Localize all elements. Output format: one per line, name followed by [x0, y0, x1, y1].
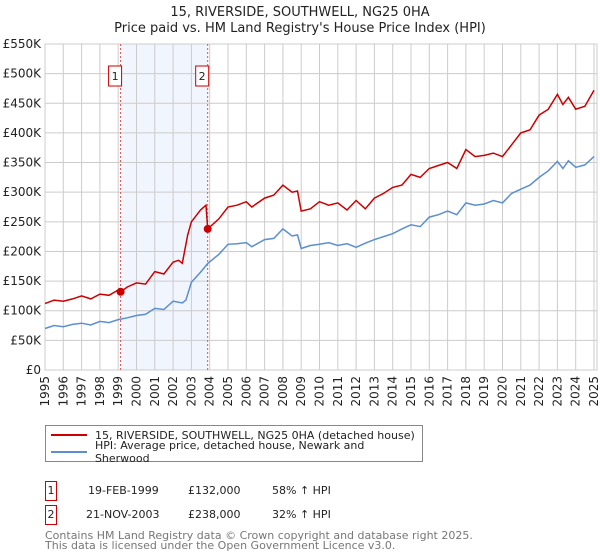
x-tick-label: 2000: [130, 376, 144, 407]
hpi-line: [44, 156, 595, 330]
y-tick-label: £300K: [3, 185, 43, 199]
x-tick-label: 2014: [386, 376, 400, 407]
legend-label: 15, RIVERSIDE, SOUTHWELL, NG25 0HA (deta…: [95, 428, 415, 442]
legend-item-hpi: HPI: Average price, detached house, Newa…: [51, 439, 422, 465]
x-tick-label: 2009: [294, 376, 308, 407]
x-tick-label: 2023: [550, 376, 564, 407]
x-tick-label: 2021: [514, 376, 528, 407]
transaction-hpi: 32% ↑ HPI: [272, 508, 331, 521]
price-paid-line: [44, 89, 595, 305]
sale-marker-box: [195, 65, 210, 87]
x-tick-label: 2002: [166, 376, 180, 407]
x-tick-label: 2016: [422, 376, 436, 407]
sale-point: [203, 224, 212, 233]
x-tick-label: 2005: [221, 376, 235, 407]
x-tick-label: 2022: [532, 376, 546, 407]
x-tick-label: 2017: [441, 376, 455, 407]
footer: Contains HM Land Registry data © Crown c…: [45, 529, 473, 552]
sale-period-shade: [120, 44, 208, 370]
y-tick-label: £500K: [3, 67, 43, 81]
sale-marker-box: [108, 65, 123, 87]
y-tick-label: £100K: [3, 304, 43, 318]
legend-swatch-blue: [51, 451, 87, 453]
x-tick-label: 1995: [38, 376, 52, 407]
x-tick-label: 2004: [203, 376, 217, 407]
legend: 15, RIVERSIDE, SOUTHWELL, NG25 0HA (deta…: [45, 425, 423, 465]
x-tick-label: 1998: [93, 376, 107, 407]
x-tick-label: 2013: [367, 376, 381, 407]
legend-swatch-red: [51, 434, 87, 436]
y-tick-label: £200K: [3, 244, 43, 258]
marker-badge: 1: [45, 481, 57, 501]
y-tick-label: £50K: [10, 333, 42, 347]
sale-marker-label: 2: [199, 70, 206, 83]
x-tick-label: 2012: [349, 376, 363, 407]
x-tick-label: 2001: [148, 376, 162, 407]
transaction-price: £238,000: [188, 508, 241, 521]
y-tick-label: £250K: [3, 215, 43, 229]
footer-line: Contains HM Land Registry data © Crown c…: [45, 529, 473, 542]
transaction-row: 2 21-NOV-2003 £238,000 32% ↑ HPI: [45, 505, 545, 525]
x-tick-label: 2024: [569, 376, 583, 407]
y-tick-label: £150K: [3, 274, 43, 288]
transaction-row: 1 19-FEB-1999 £132,000 58% ↑ HPI: [45, 481, 545, 501]
transaction-price: £132,000: [188, 484, 241, 497]
x-tick-label: 2019: [477, 376, 491, 407]
sale-marker-label: 1: [112, 70, 119, 83]
plot-area: £0 £50K £100K £150K £200K £250K £300K £350K £400…: [3, 37, 600, 407]
x-tick-label: 2006: [239, 376, 253, 407]
transaction-hpi: 58% ↑ HPI: [272, 484, 331, 497]
chart-title: 15, RIVERSIDE, SOUTHWELL, NG25 0HA: [170, 5, 430, 20]
y-tick-label: £550K: [3, 37, 43, 51]
marker-badge: 2: [45, 505, 57, 525]
x-tick-label: 2011: [331, 376, 345, 407]
footer-line: This data is licensed under the Open Gov…: [45, 539, 396, 552]
legend-item-property: 15, RIVERSIDE, SOUTHWELL, NG25 0HA (deta…: [51, 427, 415, 443]
legend-label: HPI: Average price, detached house, Newa…: [94, 439, 365, 465]
sale-point: [116, 287, 125, 296]
x-tick-label: 2008: [276, 376, 290, 407]
y-tick-label: £450K: [3, 96, 43, 110]
y-tick-label: £350K: [3, 156, 43, 170]
x-tick-label: 1996: [56, 376, 70, 407]
x-tick-label: 2007: [258, 376, 272, 407]
x-tick-label: 2020: [496, 376, 510, 407]
x-tick-label: 2003: [184, 376, 198, 407]
x-tick-label: 2010: [313, 376, 327, 407]
transaction-date: 21-NOV-2003: [86, 508, 160, 521]
x-tick-label: 2018: [459, 376, 473, 407]
x-tick-label: 2025: [587, 376, 600, 407]
y-tick-label: £400K: [3, 126, 43, 140]
x-tick-label: 1997: [75, 376, 89, 407]
chart-subtitle: Price paid vs. HM Land Registry's House …: [114, 21, 486, 36]
y-tick-label: £0: [26, 363, 41, 377]
x-tick-label: 1999: [111, 376, 125, 407]
transaction-date: 19-FEB-1999: [88, 484, 159, 497]
plot-border: [44, 43, 598, 371]
x-tick-label: 2015: [404, 376, 418, 407]
